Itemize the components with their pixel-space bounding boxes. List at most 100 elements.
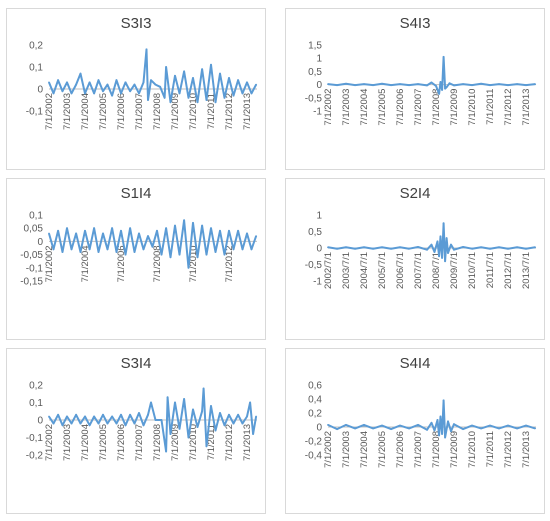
- x-tick-label: 7/1/2006: [395, 431, 406, 468]
- x-tick-label: 7/1/2007: [413, 89, 424, 126]
- data-point: [372, 427, 374, 430]
- y-tick-label: -0,2: [26, 451, 44, 462]
- x-tick-label: 7/1/2010: [188, 245, 199, 282]
- data-point: [178, 92, 181, 95]
- data-point: [223, 253, 226, 256]
- y-tick-label: 0: [316, 423, 322, 434]
- data-point: [187, 266, 190, 269]
- data-point: [169, 101, 172, 104]
- x-tick-label: 7/1/2005: [377, 431, 388, 468]
- data-point: [169, 256, 172, 259]
- data-point: [106, 248, 109, 251]
- x-tick-label: 2012/7/1: [503, 252, 514, 289]
- data-point: [439, 415, 442, 418]
- data-point: [489, 247, 491, 250]
- data-point: [66, 415, 68, 418]
- data-point: [507, 247, 509, 250]
- data-point: [450, 243, 452, 246]
- data-point: [196, 101, 199, 104]
- x-tick-label: 7/1/2004: [80, 93, 91, 130]
- data-point: [525, 84, 527, 86]
- x-tick-label: 7/1/2011: [206, 93, 217, 129]
- data-point: [147, 413, 149, 416]
- data-point: [439, 235, 442, 238]
- chart-panel-s4i3: S4I3 -1 -0,5 0 0,5 1 1,5 7/1/2002 7/1/2003 7/1/2…: [285, 8, 545, 170]
- chart-title: S2I4: [399, 185, 431, 202]
- data-point: [201, 410, 204, 413]
- chart-title: S3I3: [120, 15, 152, 32]
- data-point: [363, 246, 365, 249]
- x-tick-label: 7/1/2003: [341, 431, 352, 468]
- y-tick-label: 0,2: [29, 381, 43, 392]
- data-point: [354, 247, 356, 250]
- data-point: [381, 82, 383, 85]
- y-tick-label: 1: [316, 211, 322, 222]
- data-point: [241, 248, 244, 251]
- data-point: [93, 415, 95, 418]
- data-point: [61, 251, 64, 253]
- data-point: [165, 66, 168, 68]
- y-tick-label: -0,2: [305, 437, 323, 448]
- data-point: [507, 424, 509, 427]
- y-tick-label: 0,5: [308, 227, 322, 238]
- chart-panel-s2i4: S2I4 -1 -0,5 0 0,5 1 2002/7/1 2003/7/1 2004/7/1…: [285, 178, 545, 340]
- data-point: [417, 246, 419, 248]
- data-point: [255, 415, 257, 418]
- data-point: [336, 247, 338, 250]
- data-point: [70, 422, 73, 425]
- data-point: [210, 227, 212, 230]
- x-tick-label: 2007/7/1: [413, 252, 424, 289]
- data-point: [435, 85, 437, 87]
- data-point: [70, 92, 73, 95]
- data-point: [150, 401, 152, 404]
- data-point: [147, 99, 149, 101]
- data-point: [390, 247, 392, 250]
- data-point: [79, 72, 82, 75]
- data-point: [183, 219, 186, 222]
- data-point: [438, 255, 440, 258]
- data-point: [57, 229, 59, 232]
- data-point: [66, 81, 68, 84]
- data-point: [192, 408, 194, 411]
- data-point: [436, 240, 439, 243]
- x-tick-label: 2008/7/1: [431, 252, 442, 289]
- data-point: [133, 83, 136, 86]
- data-point: [79, 422, 82, 425]
- data-point: [417, 83, 419, 85]
- data-point: [165, 227, 168, 230]
- data-point: [498, 83, 500, 85]
- y-tick-label: -1: [313, 107, 322, 118]
- x-tick-label: 7/1/2012: [503, 431, 514, 468]
- chart-s4i3-svg: -1 -0,5 0 0,5 1 1,5 7/1/2002 7/1/2003 7/1/2004 7/…: [305, 41, 536, 126]
- data-point: [498, 427, 500, 430]
- data-point: [232, 94, 235, 97]
- x-tick-label: 7/1/2012: [503, 89, 514, 126]
- data-point: [381, 246, 383, 249]
- x-tick-label: 7/1/2008: [152, 93, 163, 130]
- data-point: [115, 251, 118, 253]
- data-point: [52, 248, 55, 251]
- x-tick-label: 2009/7/1: [449, 252, 460, 289]
- data-point: [84, 92, 86, 95]
- series-line: [327, 55, 536, 95]
- data-point: [219, 412, 221, 414]
- data-point: [372, 84, 374, 86]
- data-point: [327, 424, 329, 426]
- data-point: [471, 424, 473, 427]
- y-tick-label: -0,4: [305, 451, 323, 462]
- x-tick-label: 7/1/2013: [242, 424, 253, 461]
- data-point: [205, 253, 208, 256]
- y-tick-label: 0: [37, 416, 43, 427]
- x-tick-label: 7/1/2012: [224, 424, 235, 461]
- x-tick-label: 7/1/2003: [62, 93, 73, 130]
- chart-panel-s1i4: S1I4 -0,15 -0,1 -0,05 0 0,05 0,1 7/1/2002 7/1/2…: [6, 178, 266, 340]
- chart-s4i4-svg: -0,4 -0,2 0 0,2 0,4 0,6 7/1/2002 7/1/2003 7/1/20…: [305, 381, 536, 468]
- x-tick-label: 7/1/2004: [359, 89, 370, 126]
- data-point: [88, 81, 91, 84]
- data-point: [255, 235, 257, 237]
- data-point: [390, 428, 392, 430]
- data-point: [444, 87, 446, 90]
- data-point: [202, 387, 205, 390]
- data-point: [75, 413, 77, 416]
- data-point: [381, 424, 383, 427]
